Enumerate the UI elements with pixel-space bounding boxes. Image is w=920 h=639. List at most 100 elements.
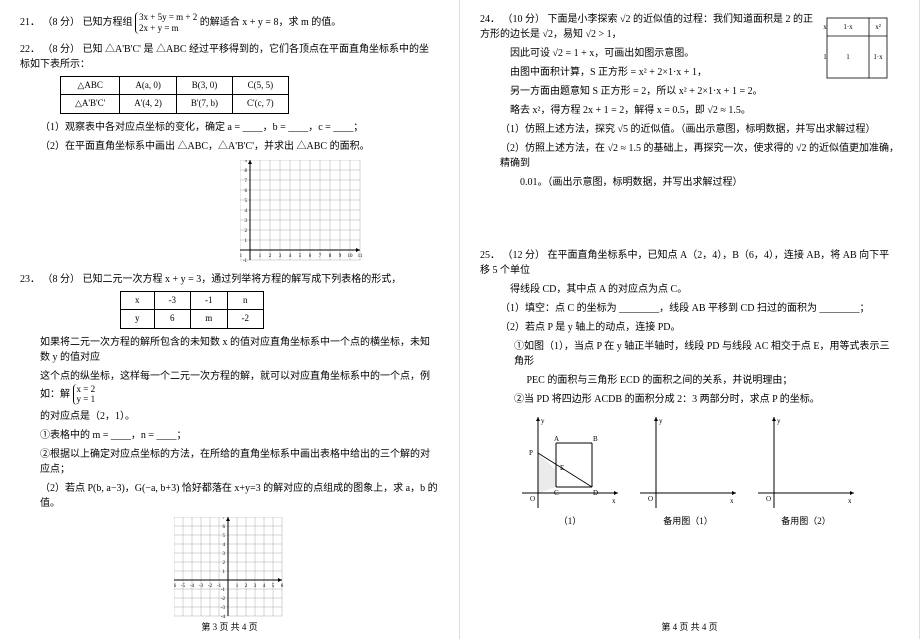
q25-fig1-block: OxyABCDPE （1） — [520, 415, 620, 528]
q21-system: 3x + 5y = m + 2 2x + y = m — [135, 12, 197, 34]
q25-axis3: Oxy — [756, 415, 856, 510]
q23-sub3: （2）若点 P(b, a−3)，G(−a, b+3) 恰好都落在 x+y=3 的… — [40, 481, 439, 511]
q24-sub1: （1）仿照上述方法，探究 √5 的近似值。（画出示意图，标明数据，并写出求解过程… — [500, 122, 899, 137]
q23-num: 23． — [20, 274, 40, 285]
svg-text:4: 4 — [262, 584, 265, 589]
page-footer-4: 第 4 页 共 4 页 — [460, 620, 919, 633]
q22-pts: （8 分） — [43, 44, 81, 55]
q23-para2: 这个点的纵坐标，这样每一个二元一次方程的解，就可以对应直角坐标系中的一个点，例如… — [40, 369, 439, 406]
cell: C(5, 5) — [233, 76, 289, 95]
svg-text:1·x: 1·x — [873, 53, 883, 61]
svg-text:-6: -6 — [174, 584, 177, 589]
svg-text:-2: -2 — [207, 584, 212, 589]
question-23: 23． （8 分） 已知二元一次方程 x + y = 3，通过列举将方程的解写成… — [20, 272, 439, 621]
question-22: 22． （8 分） 已知 △A'B'C' 是 △ABC 经过平移得到的，它们各顶… — [20, 42, 439, 264]
svg-text:11: 11 — [358, 254, 363, 259]
q23-para2a: 这个点的纵坐标，这样每一个二元一次方程的解，就可以对应直角坐标系中的一个点，例如… — [40, 371, 430, 400]
svg-text:1: 1 — [823, 53, 827, 61]
q23-sub2: ②根据以上确定对应点坐标的方法，在所给的直角坐标系中画出表格中给出的三个解的对应… — [40, 447, 439, 477]
svg-text:1·x: 1·x — [843, 23, 853, 31]
cell: m — [191, 310, 228, 329]
svg-text:7: 7 — [319, 254, 322, 259]
q21-text-b: 的解适合 x + y = 8，求 m 的值。 — [200, 17, 342, 28]
q21-pts: （8 分） — [43, 17, 81, 28]
q25-sub2a: ①如图（1），当点 P 在 y 轴正半轴时，线段 PD 与线段 AC 相交于点 … — [514, 339, 899, 369]
svg-text:7: 7 — [245, 179, 248, 184]
cell: -1 — [191, 291, 228, 310]
q25-spare2-label: 备用图（2） — [756, 515, 856, 529]
svg-text:x: x — [612, 497, 616, 505]
q23-sys: x = 2 y = 1 — [73, 384, 96, 406]
cell: -3 — [154, 291, 191, 310]
table-row: x -3 -1 n — [121, 291, 264, 310]
q24-num: 24． — [480, 14, 500, 25]
svg-text:O: O — [648, 495, 653, 503]
svg-text:-2: -2 — [220, 597, 225, 602]
svg-text:y: y — [541, 417, 545, 425]
q24-sub2: （2）仿照上述方法，在 √2 ≈ 1.5 的基础上，再探究一次，使求得的 √2 … — [500, 141, 899, 171]
page-3: 21． （8 分） 已知方程组 3x + 5y = m + 2 2x + y =… — [0, 0, 460, 639]
q25-fig1-label: （1） — [520, 515, 620, 529]
svg-text:10: 10 — [348, 254, 354, 259]
q23-sub1: ①表格中的 m = ____，n = ____； — [40, 428, 439, 443]
page-footer-3: 第 3 页 共 4 页 — [0, 620, 459, 633]
q25-spare2-block: Oxy 备用图（2） — [756, 415, 856, 528]
svg-text:4: 4 — [245, 209, 248, 214]
cell: n — [227, 291, 264, 310]
svg-text:9: 9 — [245, 160, 248, 164]
svg-text:y: y — [659, 417, 663, 425]
svg-text:1: 1 — [222, 570, 225, 575]
svg-text:2: 2 — [245, 229, 248, 234]
q25-sub2a2: PEC 的面积与三角形 ECD 的面积之间的关系，并说明理由； — [514, 373, 899, 388]
svg-text:1: 1 — [846, 53, 850, 61]
svg-text:5: 5 — [222, 534, 225, 539]
svg-text:3: 3 — [222, 552, 225, 557]
svg-text:E: E — [560, 464, 564, 472]
svg-text:2: 2 — [244, 584, 247, 589]
cell: y — [121, 310, 155, 329]
svg-text:D: D — [593, 489, 598, 497]
q25-sub1: （1）填空：点 C 的坐标为 ________，线段 AB 平移到 CD 扫过的… — [500, 301, 899, 316]
q22-text: 已知 △A'B'C' 是 △ABC 经过平移得到的，它们各顶点在平面直角坐标系中… — [20, 44, 429, 70]
cell: A(a, 0) — [120, 76, 177, 95]
svg-text:8: 8 — [329, 254, 332, 259]
table-row: △A'B'C' A'(4, 2) B'(7, b) C'(c, 7) — [61, 95, 289, 114]
svg-text:5: 5 — [245, 199, 248, 204]
q24-diagram: 1·xx²11·xx1 — [823, 14, 893, 84]
q22-sub2: （2）在平面直角坐标系中画出 △ABC，△A'B'C'，并求出 △ABC 的面积… — [40, 139, 439, 154]
q25-line2: 得线段 CD，其中点 A 的对应点为点 C。 — [510, 282, 899, 297]
svg-text:4: 4 — [289, 254, 292, 259]
q25-spare1-block: Oxy 备用图（1） — [638, 415, 738, 528]
svg-text:A: A — [554, 435, 559, 443]
q25-axis2: Ox y — [638, 415, 738, 510]
q23-grid: -6-5-4-3-2-1123456-4-3-2-11234567 — [174, 517, 286, 620]
q21-sys1: 3x + 5y = m + 2 — [139, 12, 197, 22]
q21-sys2: 2x + y = m — [139, 23, 179, 33]
svg-text:5: 5 — [299, 254, 302, 259]
q23-para1: 如果将二元一次方程的解所包含的未知数 x 的值对应直角坐标系中一个点的横坐标，未… — [40, 335, 439, 365]
cell: -2 — [227, 310, 264, 329]
svg-text:x: x — [823, 23, 827, 31]
svg-text:x: x — [848, 497, 852, 505]
svg-text:-1: -1 — [243, 259, 248, 264]
svg-text:x: x — [730, 497, 734, 505]
svg-text:-4: -4 — [189, 584, 194, 589]
svg-text:6: 6 — [280, 584, 283, 589]
page-4: 1·xx²11·xx1 24． （10 分） 下面是小李探索 √2 的近似值的过… — [460, 0, 920, 639]
svg-text:O: O — [530, 495, 535, 503]
svg-text:-5: -5 — [180, 584, 185, 589]
q24-line5: 略去 x²，得方程 2x + 1 = 2，解得 x = 0.5，即 √2 ≈ 1… — [510, 103, 899, 118]
q22-table: △ABC A(a, 0) B(3, 0) C(5, 5) △A'B'C' A'(… — [60, 76, 289, 114]
svg-text:8: 8 — [245, 169, 248, 174]
spacer — [480, 198, 899, 248]
q25-sub2: （2）若点 P 是 y 轴上的动点，连接 PD。 — [500, 320, 899, 335]
q24-sub2b: 0.01。（画出示意图，标明数据，并写出求解过程） — [500, 175, 899, 190]
table-row: △ABC A(a, 0) B(3, 0) C(5, 5) — [61, 76, 289, 95]
svg-text:C: C — [554, 489, 559, 497]
question-21: 21． （8 分） 已知方程组 3x + 5y = m + 2 2x + y =… — [20, 12, 439, 34]
q25-pts: （12 分） — [503, 250, 546, 261]
table-row: y 6 m -2 — [121, 310, 264, 329]
svg-text:3: 3 — [253, 584, 256, 589]
svg-text:2: 2 — [222, 561, 225, 566]
q22-sub1: （1）观察表中各对应点坐标的变化，确定 a = ____，b = ____，c … — [40, 120, 439, 135]
